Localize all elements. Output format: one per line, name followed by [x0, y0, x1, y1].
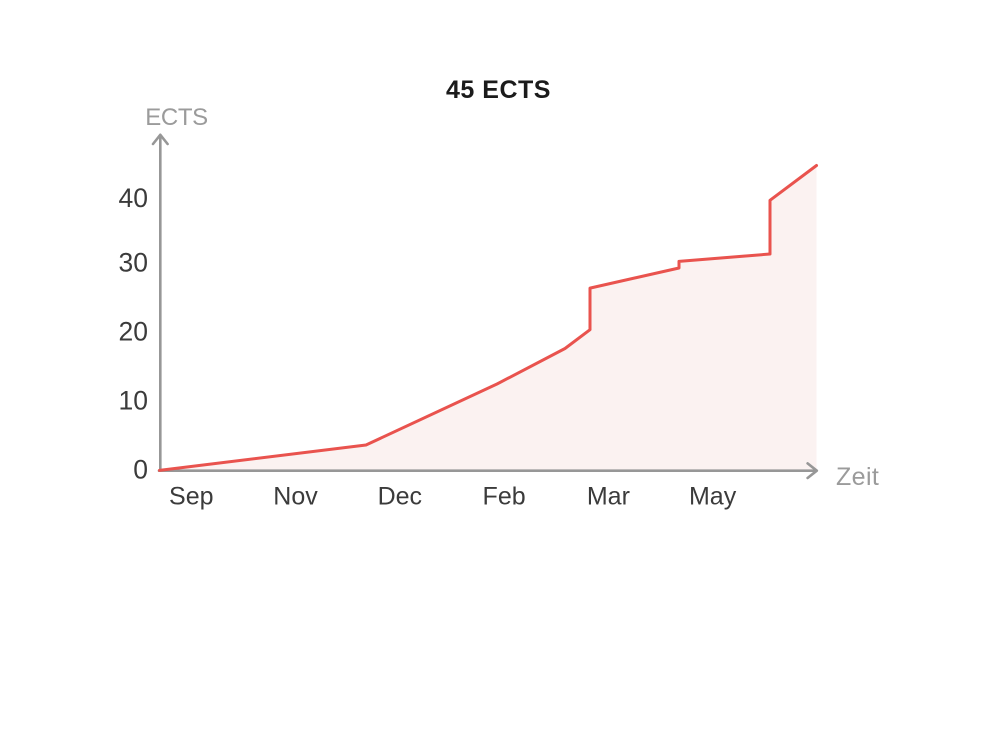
svg-text:Dec: Dec: [378, 482, 422, 510]
svg-text:30: 30: [119, 247, 148, 277]
svg-text:Nov: Nov: [273, 482, 318, 510]
svg-text:45 ECTS: 45 ECTS: [446, 76, 551, 104]
svg-text:Zeit: Zeit: [836, 463, 879, 491]
svg-text:Sep: Sep: [169, 482, 213, 510]
svg-text:0: 0: [133, 454, 148, 484]
svg-text:20: 20: [119, 316, 148, 346]
svg-text:Mar: Mar: [587, 482, 630, 510]
svg-text:10: 10: [119, 385, 148, 415]
svg-text:40: 40: [119, 183, 148, 213]
svg-text:ECTS: ECTS: [145, 104, 207, 131]
svg-text:May: May: [689, 482, 737, 510]
svg-text:Feb: Feb: [483, 482, 526, 510]
